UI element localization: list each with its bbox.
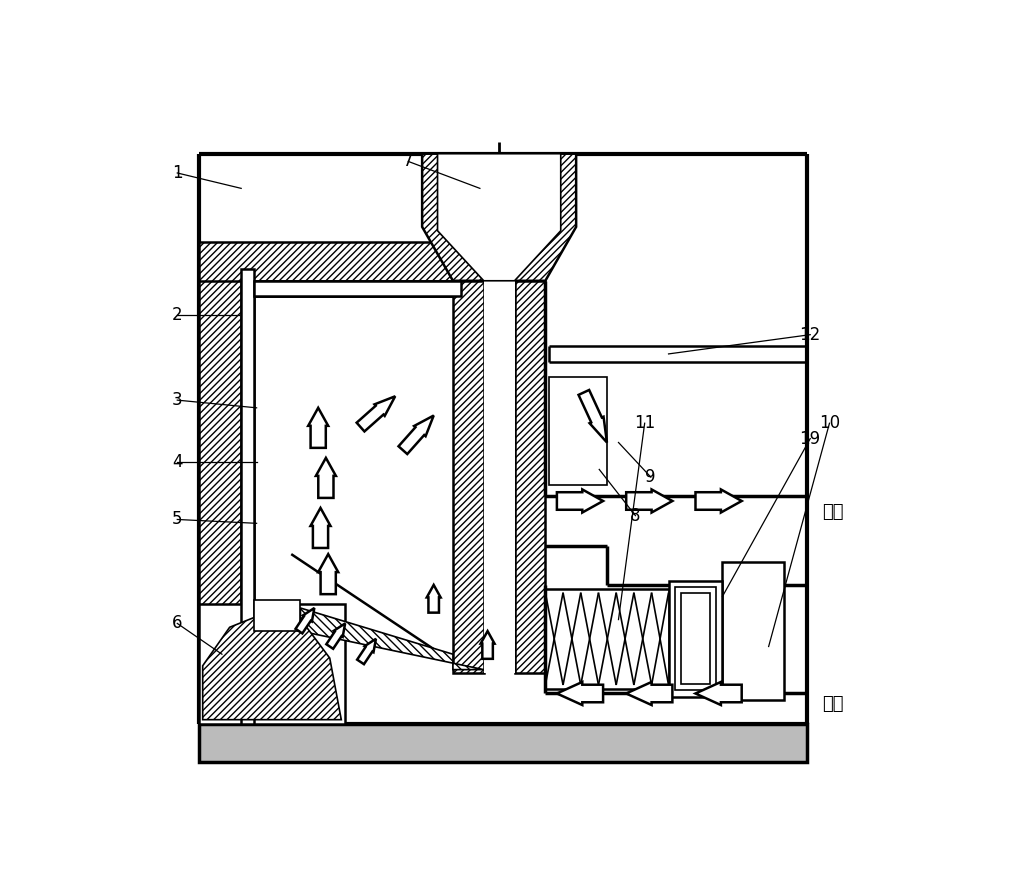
Polygon shape <box>422 154 576 280</box>
Bar <box>550 377 607 485</box>
Polygon shape <box>578 390 607 443</box>
Bar <box>199 242 460 280</box>
Bar <box>241 269 254 724</box>
Text: 7: 7 <box>403 152 414 170</box>
Polygon shape <box>481 631 495 659</box>
Bar <box>722 562 784 701</box>
Bar <box>254 600 301 631</box>
Polygon shape <box>398 416 434 454</box>
Polygon shape <box>557 489 604 513</box>
Polygon shape <box>427 585 441 613</box>
Polygon shape <box>326 624 345 649</box>
Polygon shape <box>308 408 328 448</box>
Bar <box>199 724 807 762</box>
Polygon shape <box>696 682 742 705</box>
Bar <box>199 604 345 724</box>
Bar <box>514 280 546 674</box>
Text: 10: 10 <box>819 414 840 432</box>
Text: 5: 5 <box>172 511 183 529</box>
Bar <box>675 587 716 691</box>
Bar <box>546 589 669 689</box>
Text: 19: 19 <box>800 429 821 448</box>
Bar <box>254 280 460 297</box>
Polygon shape <box>357 396 395 432</box>
Polygon shape <box>626 489 673 513</box>
Polygon shape <box>296 608 314 633</box>
Text: 2: 2 <box>172 306 183 324</box>
Text: 12: 12 <box>800 325 821 344</box>
Polygon shape <box>316 458 336 498</box>
Text: 4: 4 <box>172 452 183 470</box>
Polygon shape <box>557 682 604 705</box>
Polygon shape <box>301 608 484 669</box>
Polygon shape <box>626 682 673 705</box>
Polygon shape <box>696 489 742 513</box>
Bar <box>453 280 484 674</box>
Text: 8: 8 <box>630 506 640 525</box>
Polygon shape <box>318 554 338 594</box>
Text: 11: 11 <box>634 414 655 432</box>
Polygon shape <box>358 639 376 664</box>
Bar <box>199 258 241 724</box>
Bar <box>681 593 710 685</box>
Text: 3: 3 <box>172 392 183 409</box>
Text: 6: 6 <box>172 615 183 633</box>
Polygon shape <box>202 612 341 719</box>
Bar <box>484 280 514 674</box>
Text: 9: 9 <box>645 468 656 487</box>
Text: 空气: 空气 <box>823 695 844 713</box>
Polygon shape <box>311 508 330 548</box>
Bar <box>669 582 722 696</box>
Text: 1: 1 <box>172 164 183 182</box>
Polygon shape <box>438 154 561 280</box>
Text: 烟气: 烟气 <box>823 503 844 521</box>
